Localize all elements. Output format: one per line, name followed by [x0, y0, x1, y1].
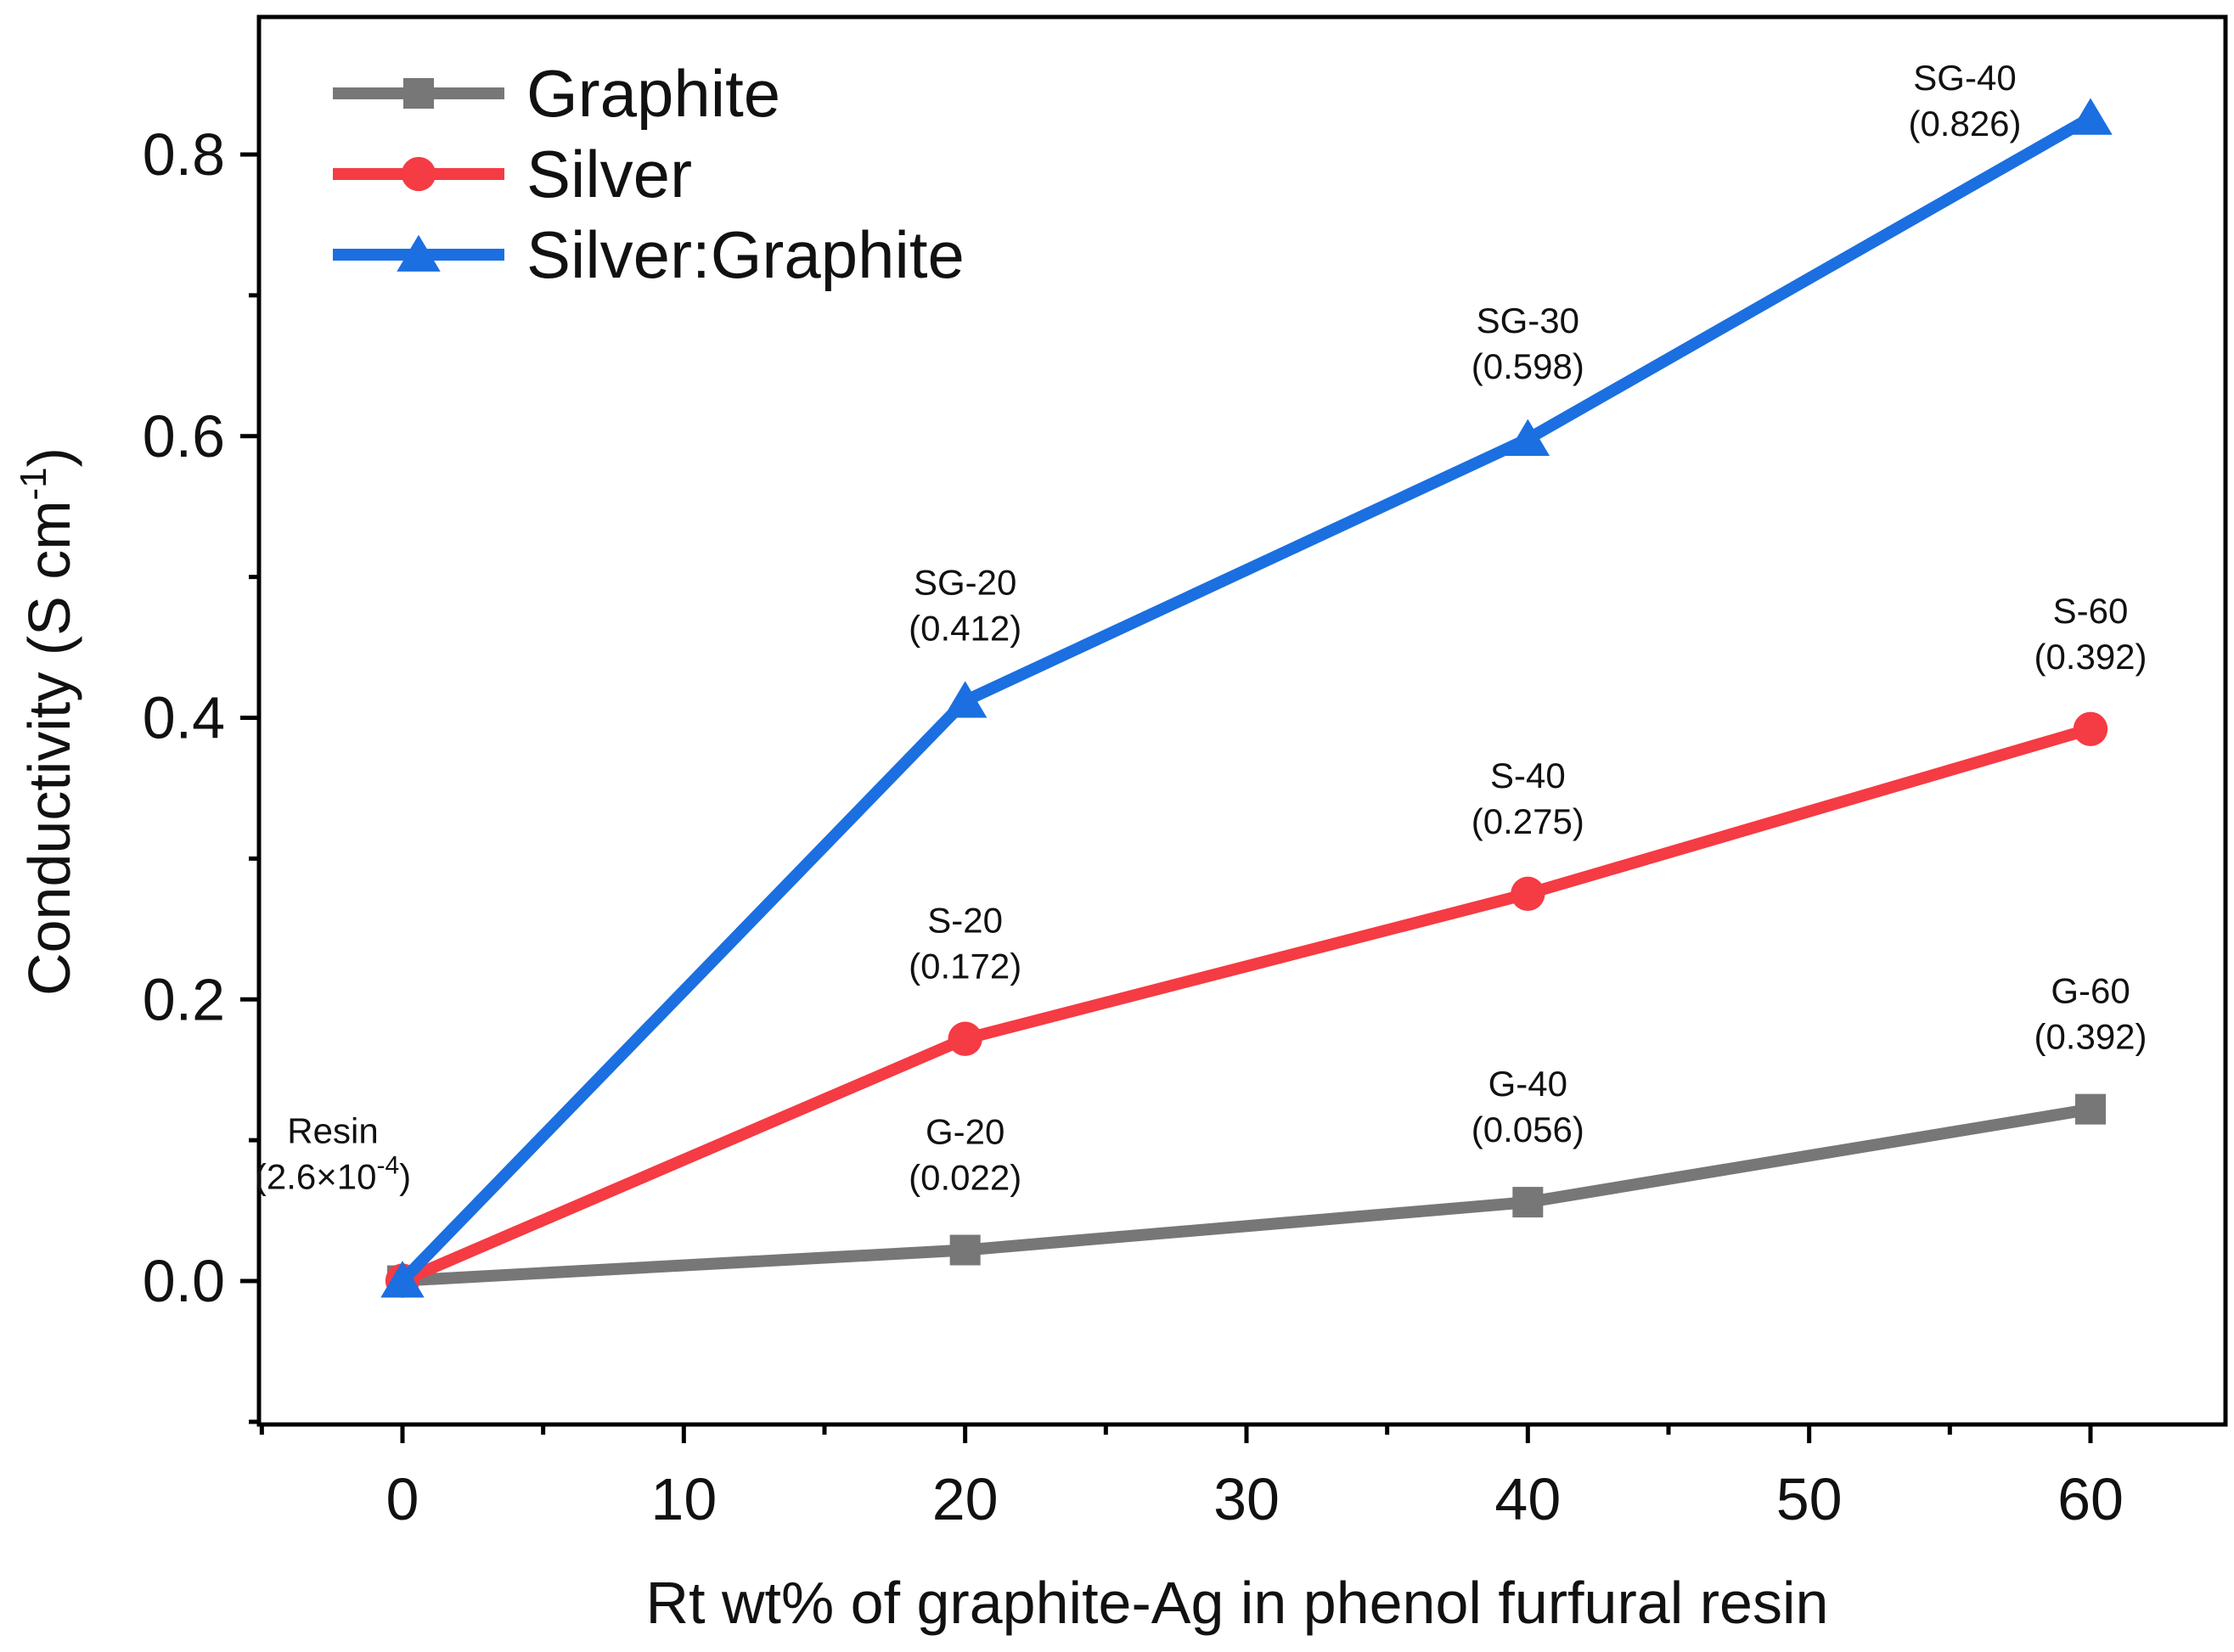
x-tick-label: 30 [1213, 1466, 1280, 1532]
annotations-group: Resin(2.6×10-4) G-20 (0.022) G-40 (0.056) G-6… [255, 58, 2147, 1198]
plot-frame [256, 14, 2228, 1427]
legend-marker-silver [401, 156, 436, 192]
legend-label-silver: Silver [526, 137, 692, 211]
x-tick-label: 40 [1494, 1466, 1561, 1532]
y-axis-title-close: ) [16, 447, 82, 467]
x-axis-title: Rt wt% of graphite-Ag in phenol furfural… [646, 1570, 1829, 1636]
annotation-s-20-label: S-20 [927, 901, 1003, 941]
annotation-g-60-value: (0.392) [2034, 1017, 2147, 1057]
annotation-g-40-value: (0.056) [1472, 1110, 1584, 1149]
annotation-s-40-label: S-40 [1490, 756, 1566, 795]
annotation-sg-30-label: SG-30 [1477, 301, 1579, 340]
annotation-sg-20-label: SG-20 [914, 563, 1016, 603]
axes-group [256, 14, 2228, 1427]
annotation-s-60-label: S-60 [2053, 591, 2129, 631]
data-point-silver-graphite [380, 1261, 425, 1298]
y-axis-title-superscript: -1 [13, 467, 54, 500]
annotation-sg-40-label: SG-40 [1913, 58, 2016, 98]
series-line-silver [400, 723, 2092, 1286]
series-line-silver-graphite [397, 112, 2094, 1285]
x-tick-label: 50 [1776, 1466, 1843, 1532]
y-tick-label: 0.0 [143, 1248, 225, 1314]
y-axis-title-main: Conductivity (S cm [16, 500, 82, 995]
x-tick-label: 0 [386, 1466, 419, 1532]
annotation-s-40-value: (0.275) [1472, 801, 1584, 841]
data-point-graphite [2075, 1093, 2106, 1125]
data-point-silver [948, 1021, 982, 1056]
annotation-sg-30-value: (0.598) [1472, 346, 1584, 386]
data-point-silver-graphite [1505, 419, 1550, 456]
x-tick-label: 10 [650, 1466, 717, 1532]
annotation-g-20-label: G-20 [926, 1112, 1004, 1152]
annotation-resin-label: Resin [287, 1111, 378, 1151]
y-axis-title: Conductivity (S cm-1) [13, 447, 82, 996]
data-point-silver-graphite [2068, 98, 2113, 135]
legend-marker-graphite [403, 78, 434, 109]
annotation-g-20-value: (0.022) [909, 1158, 1021, 1198]
legend-marker-silver-graphite [397, 234, 441, 272]
data-point-silver-graphite [943, 681, 988, 718]
y-tick-label: 0.4 [143, 685, 225, 751]
series-group [380, 98, 2113, 1298]
y-tick-label: 0.8 [143, 121, 225, 188]
annotation-sg-20-value: (0.412) [909, 609, 1021, 649]
annotation-s-60-value: (0.392) [2034, 637, 2147, 677]
annotation-g-60-label: G-60 [2051, 971, 2130, 1011]
data-point-silver [2073, 711, 2108, 746]
data-point-graphite [949, 1234, 981, 1266]
annotation-s-20-value: (0.172) [909, 947, 1021, 986]
annotation-resin-value: (2.6×10-4) [255, 1152, 411, 1197]
series-line-graphite [402, 1103, 2092, 1287]
y-tick-label: 0.6 [143, 403, 225, 469]
x-tick-label: 60 [2057, 1466, 2124, 1532]
x-tick-label: 20 [932, 1466, 999, 1532]
annotation-sg-40-value: (0.826) [1908, 104, 2021, 143]
y-tick-label: 0.2 [143, 966, 225, 1032]
data-point-silver [1511, 876, 1545, 912]
legend-label-silver-graphite: Silver:Graphite [526, 217, 965, 292]
data-point-graphite [1512, 1187, 1544, 1218]
annotation-g-40-label: G-40 [1488, 1064, 1567, 1104]
legend-label-graphite: Graphite [526, 56, 780, 131]
ticks-group: 0 10 20 30 40 50 60 0.0 0.2 0.4 0.6 0.8 [143, 121, 2124, 1532]
